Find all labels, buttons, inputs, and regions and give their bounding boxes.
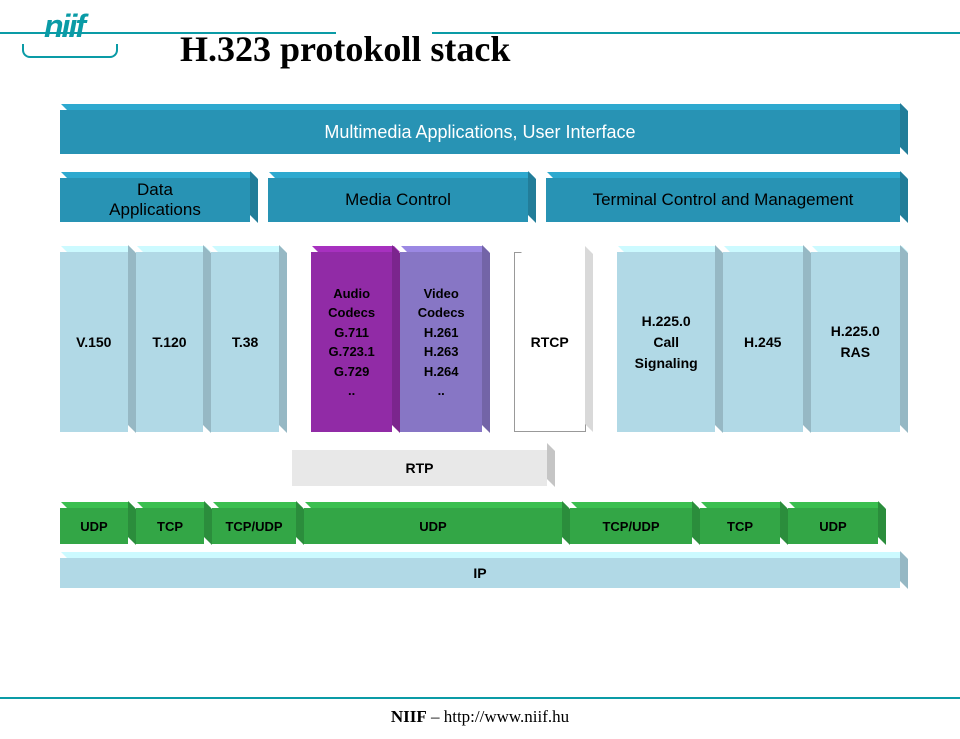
- transport-tcp-2: TCP: [700, 508, 780, 544]
- protocol-stack-diagram: Multimedia Applications, User Interface …: [60, 110, 900, 590]
- t120-bar: T.120: [136, 252, 204, 432]
- call-signaling-bar: H.225.0 Call Signaling: [617, 252, 714, 432]
- rtcp-bar: RTCP: [514, 252, 586, 432]
- layer-applications: Multimedia Applications, User Interface: [60, 110, 900, 160]
- layer-protocols-row: V.150 T.120 T.38 Audio Codecs G.711 G.72…: [60, 252, 900, 432]
- transport-tcpudp-1: TCP/UDP: [212, 508, 296, 544]
- layer-rtp-row: RTP: [60, 450, 900, 490]
- niif-logo: niif: [44, 8, 84, 45]
- h245-bar: H.245: [723, 252, 803, 432]
- rtp-bar: RTP: [292, 450, 547, 486]
- footer-text: NIIF – http://www.niif.hu: [0, 707, 960, 727]
- t38-bar: T.38: [211, 252, 279, 432]
- transport-tcp-1: TCP: [136, 508, 204, 544]
- transport-udp-3: UDP: [788, 508, 878, 544]
- ras-bar: H.225.0 RAS: [811, 252, 901, 432]
- footer-bold: NIIF: [391, 707, 427, 726]
- video-codecs-bar: Video Codecs H.261 H.263 H.264 ..: [400, 252, 482, 432]
- footer-url: – http://www.niif.hu: [427, 707, 569, 726]
- data-applications-bar: Data Applications: [60, 178, 250, 222]
- transport-tcpudp-2: TCP/UDP: [570, 508, 692, 544]
- layer-control-row: Data Applications Media Control Terminal…: [60, 178, 900, 228]
- footer-rule: [0, 697, 960, 699]
- media-control-bar: Media Control: [268, 178, 528, 222]
- terminal-control-bar: Terminal Control and Management: [546, 178, 900, 222]
- v150-bar: V.150: [60, 252, 128, 432]
- transport-udp-1: UDP: [60, 508, 128, 544]
- layer-transport-row: UDP TCP TCP/UDP UDP TCP/UDP TCP UDP: [60, 508, 900, 548]
- layer-ip-row: IP: [60, 558, 900, 590]
- multimedia-apps-bar: Multimedia Applications, User Interface: [60, 110, 900, 154]
- audio-codecs-bar: Audio Codecs G.711 G.723.1 G.729 ..: [311, 252, 393, 432]
- logo-underline: [22, 44, 118, 58]
- ip-bar: IP: [60, 558, 900, 588]
- page-title: H.323 protokoll stack: [180, 28, 510, 70]
- transport-udp-2: UDP: [304, 508, 562, 544]
